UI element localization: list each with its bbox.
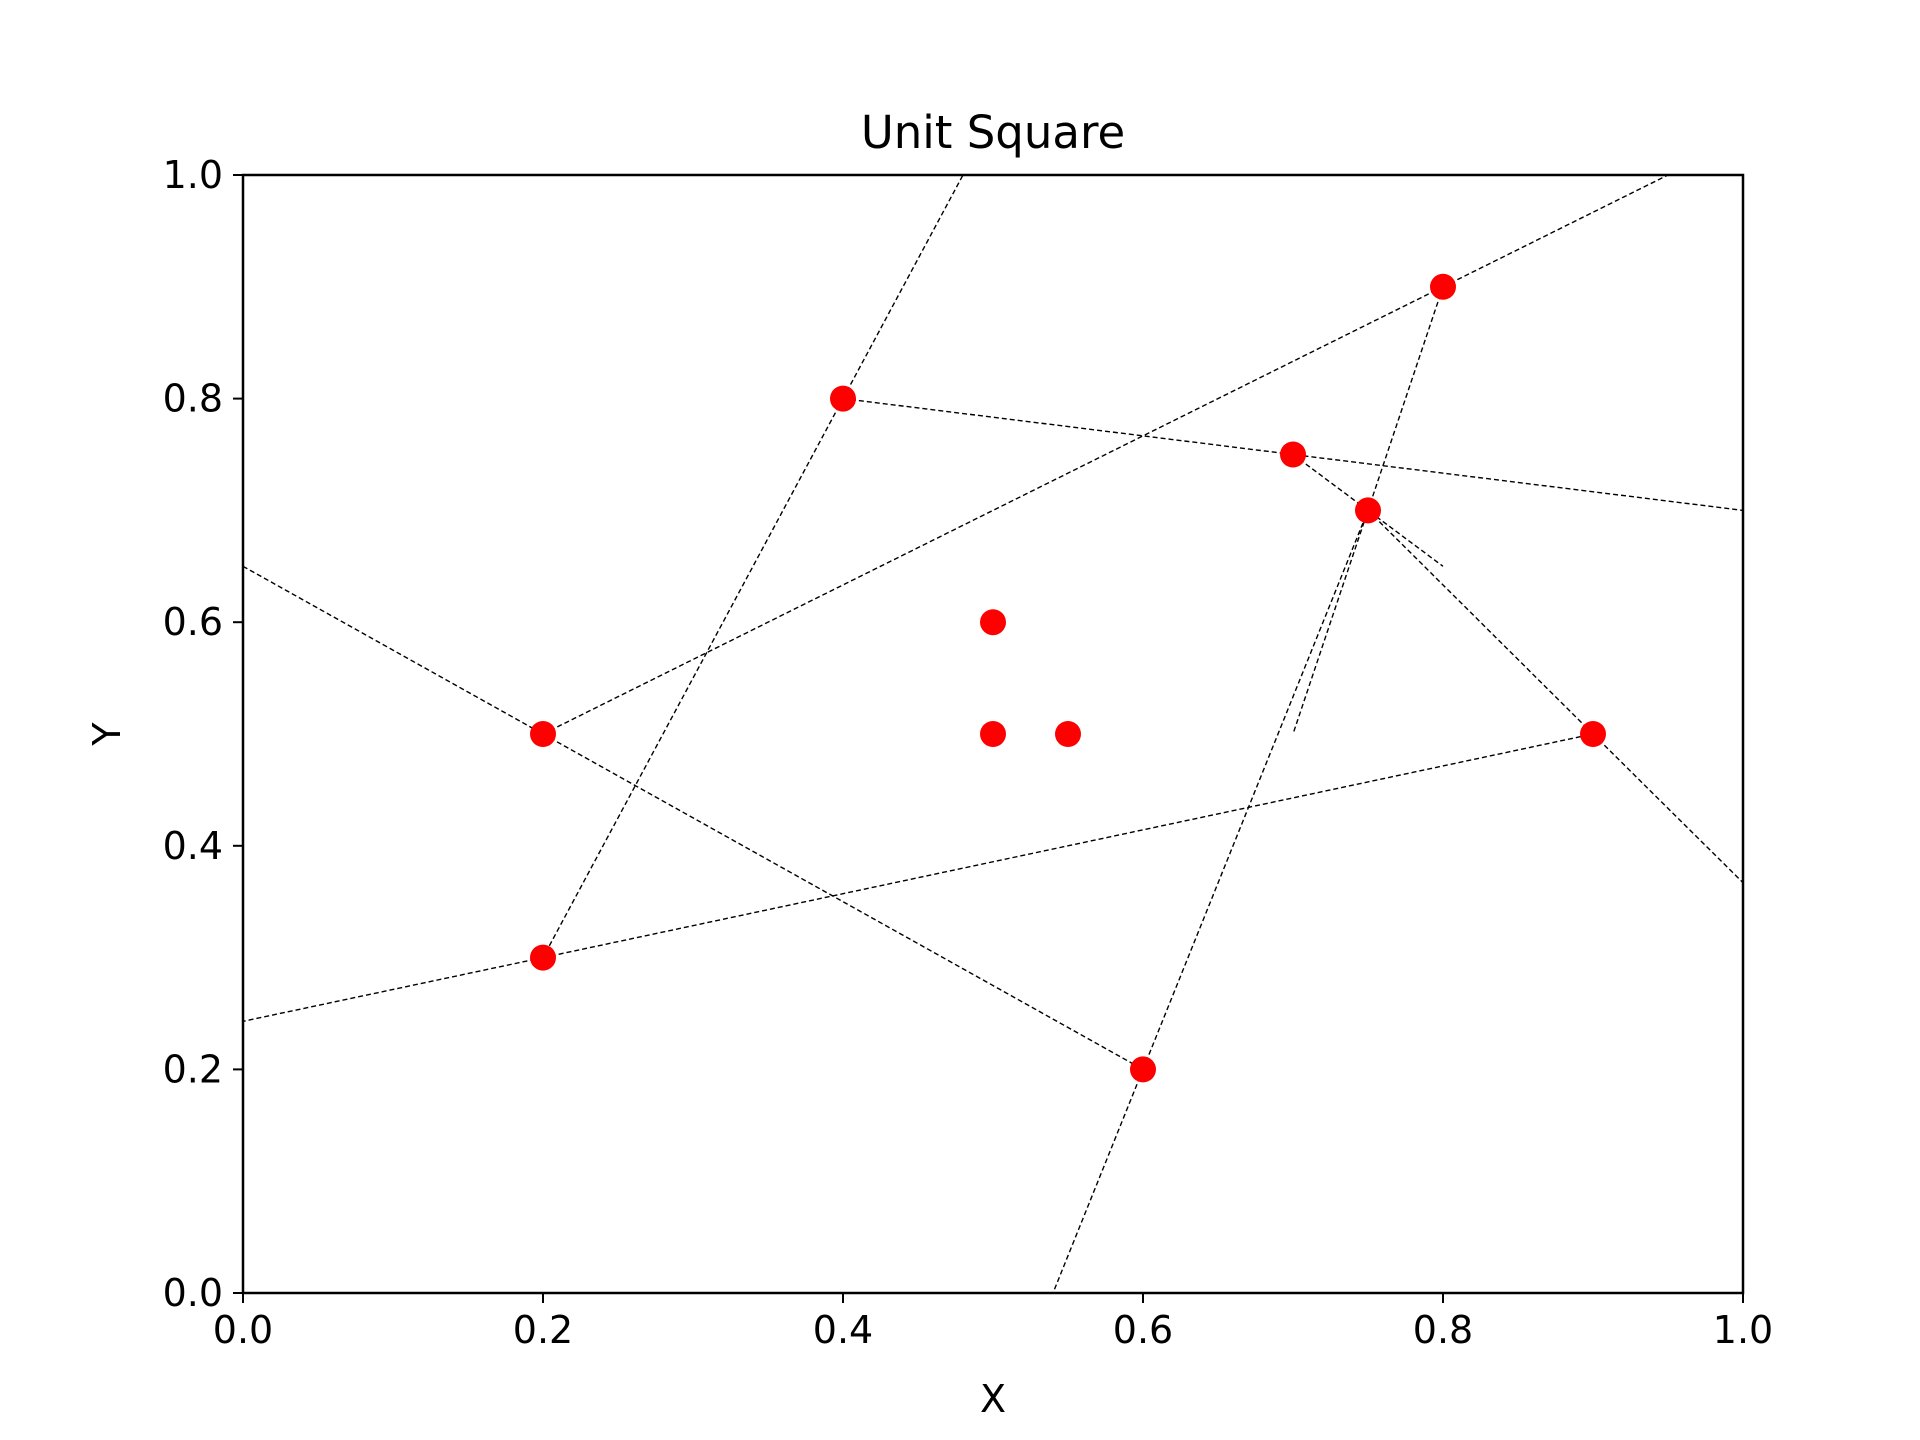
data-point-8: [1355, 497, 1381, 524]
data-point-4: [980, 721, 1006, 747]
y-tick-label-3: 0.6: [163, 600, 223, 644]
data-point-10: [1580, 721, 1606, 747]
plot-frame: [241, 173, 1745, 1295]
y-tick-label-2: 0.4: [163, 824, 223, 868]
data-point-7: [1280, 441, 1306, 468]
dashed-line-3: [542, 733, 1594, 959]
dashed-line-7: [542, 286, 1444, 735]
x-tick-label-5: 1.0: [1713, 1308, 1773, 1352]
dashed-line-12: [1292, 453, 1444, 567]
x-tick-label-0: 0.0: [213, 1308, 273, 1352]
data-point-2: [830, 385, 856, 412]
data-point-1: [530, 944, 556, 971]
x-axis-ticks: 0.0 0.2 0.4 0.6 0.8 1.0: [213, 1293, 1773, 1352]
data-point-3: [980, 609, 1006, 636]
dashed-line-10: [1142, 510, 1369, 1070]
x-tick-label-3: 0.6: [1113, 1308, 1173, 1352]
dashed-line-1: [542, 398, 844, 958]
y-axis-ticks: 0.0 0.2 0.4 0.6 0.8 1.0: [163, 153, 243, 1315]
y-tick-label-1: 0.2: [163, 1047, 223, 1091]
data-point-9: [1430, 273, 1456, 300]
x-tick-label-1: 0.2: [513, 1308, 573, 1352]
dashed-line-5: [242, 565, 544, 735]
data-point-6: [1130, 1056, 1156, 1083]
dashed-lines-layer: [242, 174, 1744, 1294]
data-point-5: [1055, 721, 1081, 747]
chart-title: Unit Square: [861, 106, 1125, 159]
x-axis-label: X: [980, 1377, 1006, 1421]
x-tick-label-4: 0.8: [1413, 1308, 1473, 1352]
dashed-line-6: [542, 733, 1144, 1071]
dashed-line-9: [1052, 1069, 1144, 1294]
dashed-line-13: [1367, 509, 1594, 735]
points-layer: [530, 273, 1606, 1083]
x-tick-label-2: 0.4: [813, 1308, 873, 1352]
y-axis-label: Y: [85, 722, 129, 747]
dashed-line-2: [242, 956, 544, 1023]
dashed-line-8: [1442, 174, 1669, 288]
dashed-line-14: [1592, 733, 1744, 884]
data-point-0: [530, 721, 556, 747]
y-tick-label-4: 0.8: [163, 377, 223, 421]
dashed-line-0: [842, 174, 964, 399]
dashed-line-4: [842, 397, 1744, 512]
y-tick-label-5: 1.0: [163, 153, 223, 197]
y-tick-label-0: 0.0: [163, 1271, 223, 1315]
